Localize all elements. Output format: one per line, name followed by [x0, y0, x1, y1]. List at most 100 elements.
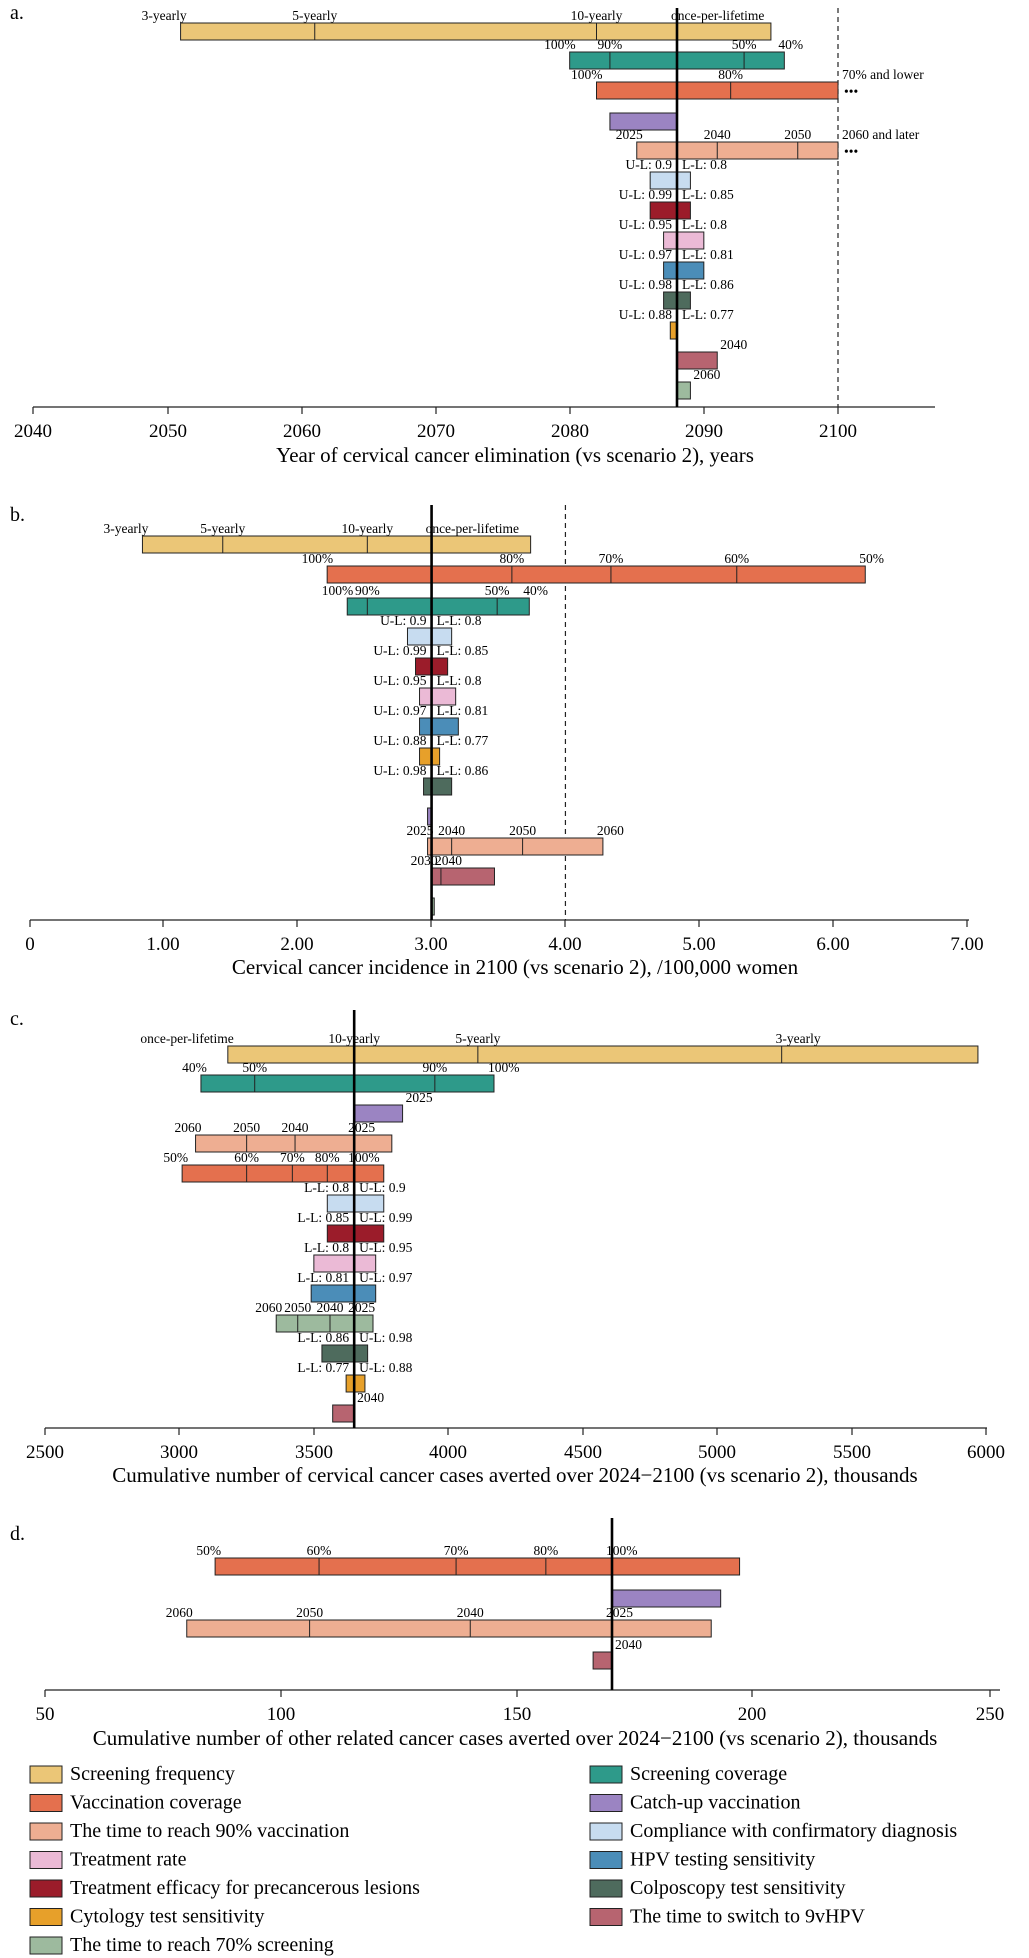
bar-range-label: U-L: 0.99 [373, 643, 426, 658]
bar-vaccination_coverage [181, 1164, 385, 1183]
bar-label: 70% [280, 1150, 305, 1165]
tick-label: 7.00 [950, 934, 983, 955]
bar-range-label: L-L: 0.86 [437, 763, 489, 778]
bar-label: 60% [234, 1150, 259, 1165]
legend-swatch-hpv_sensitivity [589, 1851, 623, 1869]
bar-label: 2025 [348, 1120, 375, 1135]
bar-hpv_sensitivity [419, 717, 459, 736]
bar-label: 50% [163, 1150, 188, 1165]
bar-range-label: U-L: 0.98 [619, 277, 672, 292]
x-axis-title: Cumulative number of other related cance… [93, 1726, 938, 1750]
bar-label: 2050 [784, 127, 811, 142]
bar-label: 80% [718, 67, 743, 82]
bar-range-label: U-L: 0.9 [380, 613, 427, 628]
bar-label: 80% [315, 1150, 340, 1165]
bar-range-label: U-L: 0.88 [373, 733, 426, 748]
bar-range-label: U-L: 0.97 [373, 703, 426, 718]
tick-label: 5000 [698, 1442, 736, 1463]
bar-range-label: U-L: 0.98 [359, 1330, 412, 1345]
legend-swatch-switch_9vhpv [589, 1908, 623, 1926]
bar-label: 2050 [284, 1300, 311, 1315]
bar-label: 60% [724, 551, 749, 566]
bar-label: 2060 [597, 823, 624, 838]
bar-time_90_vaccination [636, 141, 839, 160]
tick-label: 2090 [685, 421, 723, 442]
legend-label: The time to reach 70% screening [70, 1934, 334, 1956]
bar-label: 50% [859, 551, 884, 566]
bar-label: 40% [523, 583, 548, 598]
legend-swatch-time_90_vaccination [29, 1822, 63, 1841]
tick-label: 4.00 [548, 934, 581, 955]
bar-range-label: U-L: 0.97 [359, 1270, 412, 1285]
bar-label: 2050 [296, 1605, 323, 1620]
bar-range-label: L-L: 0.77 [297, 1360, 349, 1375]
bar-range-label: U-L: 0.95 [373, 673, 426, 688]
bar-label: 90% [422, 1060, 447, 1075]
bar-compliance [649, 171, 691, 190]
tick-label: 3.00 [414, 934, 447, 955]
bar-label: 5-yearly [455, 1031, 500, 1046]
bar-time_70_screening [275, 1314, 374, 1333]
bar-compliance [326, 1194, 385, 1213]
bar-label: 50% [485, 583, 510, 598]
bar-colposcopy [423, 777, 453, 796]
bar-label: 70% [444, 1543, 469, 1558]
tick-label: 3500 [295, 1442, 333, 1463]
bar-range-label: L-L: 0.8 [682, 217, 727, 232]
ellipsis-marker: ••• [844, 84, 858, 99]
tick-label: 5500 [833, 1442, 871, 1463]
bar-treatment_efficacy [649, 201, 691, 220]
bar-label: 2060 [175, 1120, 202, 1135]
legend-swatch-cytology [29, 1908, 63, 1926]
bar-label: 50% [242, 1060, 267, 1075]
tick-label: 100 [267, 1704, 296, 1725]
bar-range-label: L-L: 0.81 [297, 1270, 349, 1285]
legend-swatch-screening_frequency [29, 1765, 63, 1784]
bar-label: 90% [598, 37, 623, 52]
bar-range-label: U-L: 0.95 [359, 1240, 412, 1255]
tick-label: 5.00 [682, 934, 715, 955]
bar-range-label: L-L: 0.8 [437, 673, 482, 688]
tick-label: 2050 [149, 421, 187, 442]
panel-d: d. 50 100 150 200 250 Cumulative number of oth… [10, 1518, 1004, 1750]
bar-switch_9vhpv [332, 1404, 355, 1423]
bar-hpv_sensitivity [663, 261, 705, 280]
legend-label: Treatment efficacy for precancerous lesi… [70, 1877, 420, 1899]
bar-label: 100% [348, 1150, 380, 1165]
panel-b: b. 0 1.00 2.00 3.00 4.00 5.00 6.00 7.00 Cervical … [10, 504, 984, 979]
tick-label: 1.00 [146, 934, 179, 955]
tick-label: 2.00 [280, 934, 313, 955]
bar-range-label: U-L: 0.99 [619, 187, 672, 202]
bar-label: 10-yearly [341, 521, 393, 536]
bar-label: 2040 [438, 823, 465, 838]
bar-treatment_rate [419, 687, 457, 706]
bar-range-label: U-L: 0.88 [619, 307, 672, 322]
bar-label: 3-yearly [142, 8, 187, 23]
bar-range-label: L-L: 0.86 [297, 1330, 349, 1345]
x-axis-title: Cervical cancer incidence in 2100 (vs sc… [232, 955, 799, 979]
bar-time_90_vaccination [195, 1134, 393, 1153]
bar-label: 10-yearly [571, 8, 623, 23]
tick-label: 50 [36, 1704, 55, 1725]
tick-label: 2040 [14, 421, 52, 442]
panel-label: a. [10, 2, 24, 24]
legend-label: Screening frequency [70, 1763, 235, 1785]
bar-range-label: U-L: 0.95 [619, 217, 672, 232]
bar-label: 3-yearly [103, 521, 148, 536]
legend-swatch-compliance [589, 1822, 623, 1841]
legend-swatch-vaccination_coverage [29, 1794, 63, 1812]
panel-c: c. 2500 3000 3500 4000 4500 5000 5500 6000 Cumula… [10, 1008, 1005, 1487]
tick-label: 2060 [283, 421, 321, 442]
bar-label: 2025 [406, 1090, 433, 1105]
tick-label: 3000 [160, 1442, 198, 1463]
bar-label: 2025 [348, 1300, 375, 1315]
bar-label: once-per-lifetime [426, 521, 519, 536]
bar-label: 5-yearly [292, 8, 337, 23]
bar-range-label: U-L: 0.88 [359, 1360, 412, 1375]
bar-label: 40% [182, 1060, 207, 1075]
bar-label: 100% [488, 1060, 520, 1075]
bar-range-label: U-L: 0.9 [626, 157, 673, 172]
bar-label: 2040 [435, 853, 462, 868]
